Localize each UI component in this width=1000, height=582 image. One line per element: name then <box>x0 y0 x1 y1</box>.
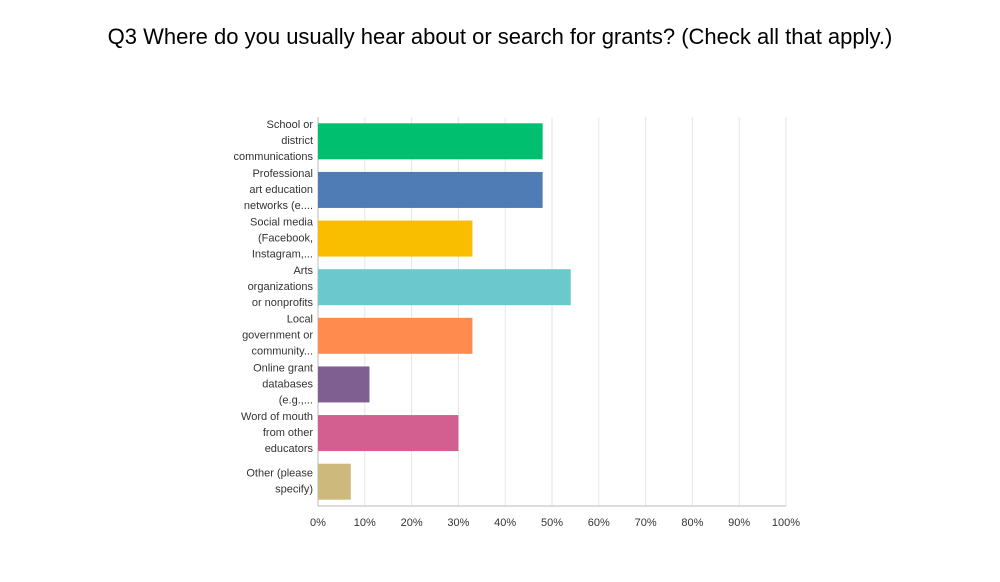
y-tick-label: Instagram,... <box>252 248 313 260</box>
x-tick-label: 40% <box>494 517 516 529</box>
chart-title: Q3 Where do you usually hear about or se… <box>108 24 893 49</box>
y-tick-label: government or <box>242 330 313 342</box>
y-tick-label: Professional <box>252 168 313 180</box>
y-tick-label: community... <box>251 346 313 358</box>
y-tick-label: organizations <box>248 281 314 293</box>
x-tick-label: 30% <box>447 517 469 529</box>
x-tick-label: 80% <box>681 517 703 529</box>
bar <box>318 317 473 354</box>
y-tick-label: or nonprofits <box>252 297 314 309</box>
bar <box>318 366 370 403</box>
y-tick-label: communications <box>234 151 314 163</box>
y-tick-label: specify) <box>275 484 313 496</box>
bar <box>318 463 351 500</box>
y-tick-label: Word of mouth <box>241 411 313 423</box>
bar <box>318 415 459 452</box>
y-tick-label: district <box>281 135 313 147</box>
y-tick-label: networks (e.... <box>244 200 313 212</box>
y-tick-label: databases <box>262 378 313 390</box>
y-tick-label: Social media <box>250 216 314 228</box>
bar <box>318 123 543 160</box>
x-tick-label: 50% <box>541 517 563 529</box>
y-tick-label: Local <box>287 314 313 326</box>
y-tick-label: (Facebook, <box>258 232 313 244</box>
bar <box>318 220 473 257</box>
bar <box>318 269 571 306</box>
y-tick-label: Arts <box>293 265 313 277</box>
y-tick-label: Online grant <box>253 362 313 374</box>
y-tick-label: educators <box>265 443 314 455</box>
y-tick-label: (e.g.,... <box>279 394 313 406</box>
bar <box>318 171 543 208</box>
x-tick-label: 90% <box>728 517 750 529</box>
x-tick-label: 20% <box>401 517 423 529</box>
y-tick-label: Other (please <box>246 468 313 480</box>
x-tick-label: 70% <box>635 517 657 529</box>
y-tick-label: art education <box>249 184 313 196</box>
x-tick-label: 0% <box>310 517 326 529</box>
x-tick-label: 10% <box>354 517 376 529</box>
y-tick-label: from other <box>263 427 313 439</box>
x-tick-label: 100% <box>772 517 800 529</box>
x-tick-label: 60% <box>588 517 610 529</box>
y-tick-label: School or <box>267 119 314 131</box>
